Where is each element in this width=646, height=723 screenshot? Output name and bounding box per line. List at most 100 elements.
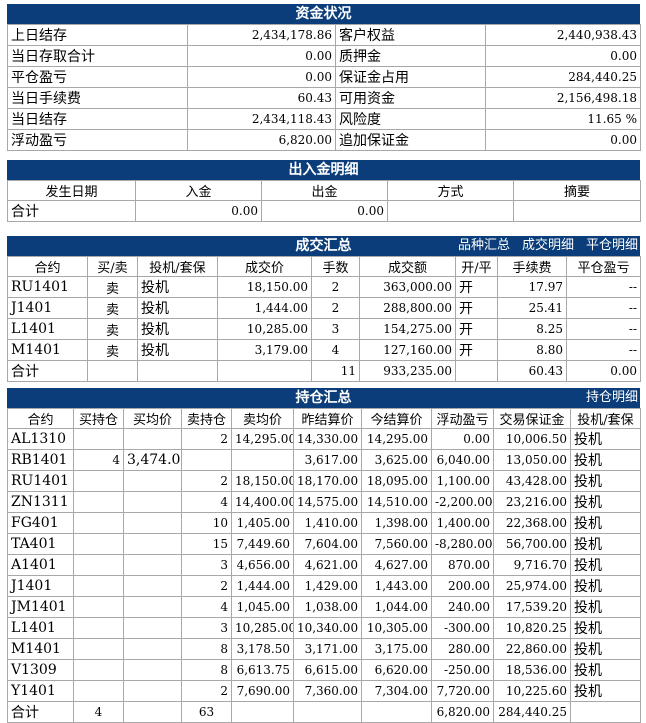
funds-label: 浮动盈亏 bbox=[7, 129, 188, 151]
table-cell: 4 bbox=[311, 339, 360, 361]
total-cell: 合计 bbox=[7, 200, 136, 222]
funds-value: 6,820.00 bbox=[187, 129, 336, 151]
column-header: 发生日期 bbox=[7, 180, 136, 201]
total-cell: 60.43 bbox=[497, 360, 567, 382]
table-cell: 7,604.00 bbox=[293, 533, 362, 555]
header-link[interactable]: 成交明细 bbox=[521, 238, 574, 253]
table-cell: 8.25 bbox=[497, 318, 567, 340]
table-cell: 2 bbox=[181, 575, 232, 597]
trades-header: 成交汇总 品种汇总 成交明细 平仓明细 bbox=[7, 236, 640, 256]
total-cell: 合计 bbox=[7, 360, 88, 382]
funds-row: 平仓盈亏 0.00 保证金占用 284,440.25 bbox=[7, 66, 641, 88]
table-cell: 14,400.00 bbox=[231, 491, 294, 513]
table-cell: 2 bbox=[181, 428, 232, 450]
header-link[interactable]: 平仓明细 bbox=[585, 238, 638, 253]
table-cell: V1309 bbox=[7, 659, 74, 681]
total-cell: 63 bbox=[181, 701, 232, 723]
table-row: TA401 15 7,449.60 7,604.00 7,560.00 -8,280.00… bbox=[7, 533, 641, 555]
table-row: RU1401 2 18,150.00 18,170.00 18,095.00 1,100.… bbox=[7, 470, 641, 492]
table-cell: 4 bbox=[73, 449, 124, 471]
table-cell bbox=[123, 596, 182, 618]
table-cell: 1,045.00 bbox=[231, 596, 294, 618]
table-cell bbox=[73, 512, 124, 534]
table-cell: -- bbox=[566, 318, 641, 340]
table-cell: 10,820.25 bbox=[493, 617, 571, 639]
table-cell: 投机 bbox=[570, 449, 641, 471]
table-cell: 10,305.00 bbox=[361, 617, 432, 639]
inout-title: 出入金明细 bbox=[288, 162, 359, 178]
total-cell bbox=[87, 360, 138, 382]
table-cell: 4 bbox=[181, 596, 232, 618]
positions-table: 合约 买持仓 买均价 卖持仓 卖均价 昨结算价 今结算价 浮动盈亏 交易保证金 投机/套保 AL13… bbox=[7, 408, 641, 723]
table-cell: TA401 bbox=[7, 533, 74, 555]
positions-total-row: 合计 4 63 6,820.00 284,440.25 bbox=[7, 701, 641, 723]
table-cell: 8.80 bbox=[497, 339, 567, 361]
table-cell: Y1401 bbox=[7, 680, 74, 702]
table-cell bbox=[123, 554, 182, 576]
table-cell: -8,280.00 bbox=[431, 533, 494, 555]
table-cell: -- bbox=[566, 297, 641, 319]
table-cell: RU1401 bbox=[7, 470, 74, 492]
table-cell: 17.97 bbox=[497, 276, 567, 298]
table-cell: 6,620.00 bbox=[361, 659, 432, 681]
table-cell: 3,474.00 bbox=[123, 449, 182, 471]
header-link[interactable]: 持仓明细 bbox=[585, 390, 638, 405]
column-header: 卖持仓 bbox=[181, 408, 232, 429]
column-header: 投机/套保 bbox=[570, 408, 641, 429]
table-cell bbox=[123, 575, 182, 597]
table-cell: 4 bbox=[181, 491, 232, 513]
table-cell bbox=[123, 533, 182, 555]
funds-value: 284,440.25 bbox=[485, 66, 641, 88]
table-cell: 开 bbox=[455, 339, 498, 361]
total-cell: 0.00 bbox=[261, 200, 388, 222]
table-cell: 投机 bbox=[137, 297, 218, 319]
funds-title: 资金状况 bbox=[295, 6, 352, 22]
table-cell: 3 bbox=[181, 554, 232, 576]
trades-total-row: 合计 11 933,235.00 60.43 0.00 bbox=[7, 360, 641, 382]
table-cell: 10,340.00 bbox=[293, 617, 362, 639]
column-header: 买持仓 bbox=[73, 408, 124, 429]
table-cell: J1401 bbox=[7, 297, 88, 319]
table-cell: 卖 bbox=[87, 339, 138, 361]
table-cell: 投机 bbox=[570, 491, 641, 513]
table-cell: 投机 bbox=[570, 554, 641, 576]
table-cell: 43,428.00 bbox=[493, 470, 571, 492]
table-cell: 3,175.00 bbox=[361, 638, 432, 660]
table-cell: 4,656.00 bbox=[231, 554, 294, 576]
total-cell bbox=[387, 200, 514, 222]
funds-label: 平仓盈亏 bbox=[7, 66, 188, 88]
column-header: 入金 bbox=[135, 180, 262, 201]
total-cell: 4 bbox=[73, 701, 124, 723]
table-cell: 14,575.00 bbox=[293, 491, 362, 513]
table-cell: 卖 bbox=[87, 276, 138, 298]
table-cell: 开 bbox=[455, 297, 498, 319]
table-cell: 2 bbox=[311, 297, 360, 319]
positions-panel: 持仓汇总 持仓明细 合约 买持仓 买均价 卖持仓 卖均价 昨结算价 今结算价 浮动盈亏 交易保证… bbox=[7, 388, 641, 723]
table-cell: 14,295.00 bbox=[231, 428, 294, 450]
funds-value: 2,440,938.43 bbox=[485, 24, 641, 46]
table-cell: 投机 bbox=[570, 659, 641, 681]
table-cell: 10,006.50 bbox=[493, 428, 571, 450]
header-link[interactable]: 品种汇总 bbox=[457, 238, 510, 253]
table-cell: 14,510.00 bbox=[361, 491, 432, 513]
table-cell: 投机 bbox=[137, 276, 218, 298]
table-cell: 4,621.00 bbox=[293, 554, 362, 576]
column-header: 卖均价 bbox=[231, 408, 294, 429]
table-row: JM1401 4 1,045.00 1,038.00 1,044.00 240.00 17,… bbox=[7, 596, 641, 618]
table-cell: 3,171.00 bbox=[293, 638, 362, 660]
table-cell: 23,216.00 bbox=[493, 491, 571, 513]
positions-title: 持仓汇总 bbox=[295, 390, 352, 406]
table-cell: 288,800.00 bbox=[359, 297, 456, 319]
table-row: M1401 8 3,178.50 3,171.00 3,175.00 280.00 22,8… bbox=[7, 638, 641, 660]
table-cell: 10,225.60 bbox=[493, 680, 571, 702]
table-cell: 投机 bbox=[570, 680, 641, 702]
table-cell: RB1401 bbox=[7, 449, 74, 471]
table-row: ZN1311 4 14,400.00 14,575.00 14,510.00 -2,200… bbox=[7, 491, 641, 513]
funds-label: 上日结存 bbox=[7, 24, 188, 46]
funds-row: 浮动盈亏 6,820.00 追加保证金 0.00 bbox=[7, 129, 641, 151]
column-header: 成交额 bbox=[359, 256, 456, 277]
table-cell: AL1310 bbox=[7, 428, 74, 450]
table-cell: 1,444.00 bbox=[231, 575, 294, 597]
table-cell: 7,304.00 bbox=[361, 680, 432, 702]
table-row: L1401 3 10,285.00 10,340.00 10,305.00 -300.00… bbox=[7, 617, 641, 639]
